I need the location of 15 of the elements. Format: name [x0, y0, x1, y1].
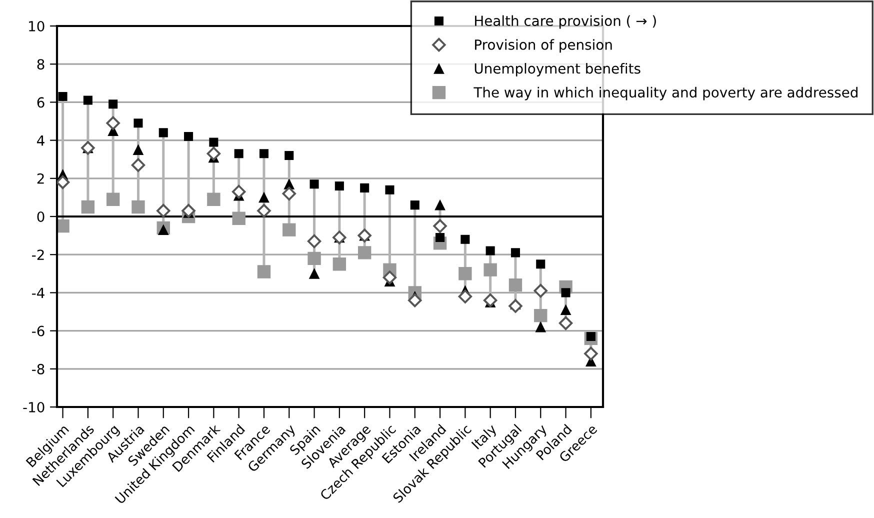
y-tick-label: 2 — [37, 173, 44, 184]
legend-label: Health care provision ( → ) — [475, 15, 656, 29]
y-tick-label: 0 — [37, 211, 44, 222]
y-tick-label: -6 — [32, 326, 44, 336]
y-tick-label: 6 — [37, 97, 44, 108]
y-tick-label: -8 — [32, 364, 44, 374]
y-tick-label: -2 — [32, 250, 44, 260]
legend-label: Provision of pension — [475, 39, 612, 53]
y-tick-label: -4 — [32, 288, 44, 298]
y-tick-label: -10 — [23, 402, 44, 412]
legend-label: The way in which inequality and poverty are addressed — [474, 86, 858, 100]
y-tick-label: 8 — [37, 59, 44, 70]
y-tick-label: 10 — [29, 20, 44, 32]
y-tick-label: 4 — [37, 135, 44, 146]
legend-label: Unemployment benefits — [474, 62, 640, 76]
